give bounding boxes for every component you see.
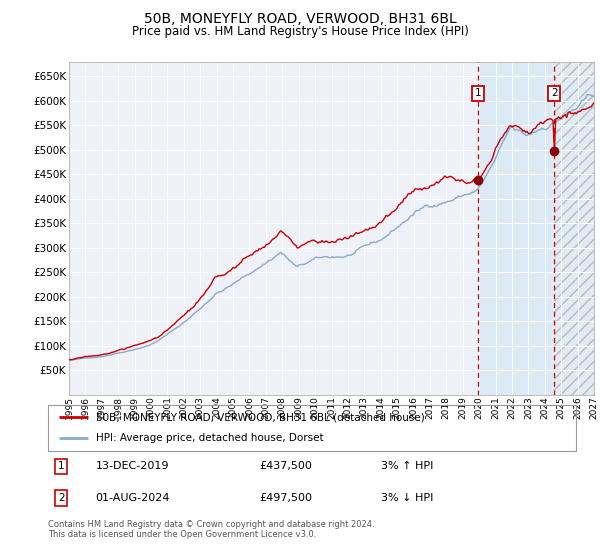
Text: 2: 2 — [551, 88, 557, 99]
Text: Price paid vs. HM Land Registry's House Price Index (HPI): Price paid vs. HM Land Registry's House … — [131, 25, 469, 38]
Text: 1: 1 — [475, 88, 482, 99]
Text: 3% ↓ HPI: 3% ↓ HPI — [380, 493, 433, 503]
Text: 50B, MONEYFLY ROAD, VERWOOD, BH31 6BL (detached house): 50B, MONEYFLY ROAD, VERWOOD, BH31 6BL (d… — [95, 412, 424, 422]
Text: £497,500: £497,500 — [259, 493, 312, 503]
Text: HPI: Average price, detached house, Dorset: HPI: Average price, detached house, Dors… — [95, 433, 323, 444]
Text: Contains HM Land Registry data © Crown copyright and database right 2024.
This d: Contains HM Land Registry data © Crown c… — [48, 520, 374, 539]
Text: 50B, MONEYFLY ROAD, VERWOOD, BH31 6BL: 50B, MONEYFLY ROAD, VERWOOD, BH31 6BL — [143, 12, 457, 26]
Text: 01-AUG-2024: 01-AUG-2024 — [95, 493, 170, 503]
Text: 13-DEC-2019: 13-DEC-2019 — [95, 461, 169, 472]
Text: 2: 2 — [58, 493, 65, 503]
Text: £437,500: £437,500 — [259, 461, 312, 472]
Text: 1: 1 — [58, 461, 65, 472]
Text: 3% ↑ HPI: 3% ↑ HPI — [380, 461, 433, 472]
